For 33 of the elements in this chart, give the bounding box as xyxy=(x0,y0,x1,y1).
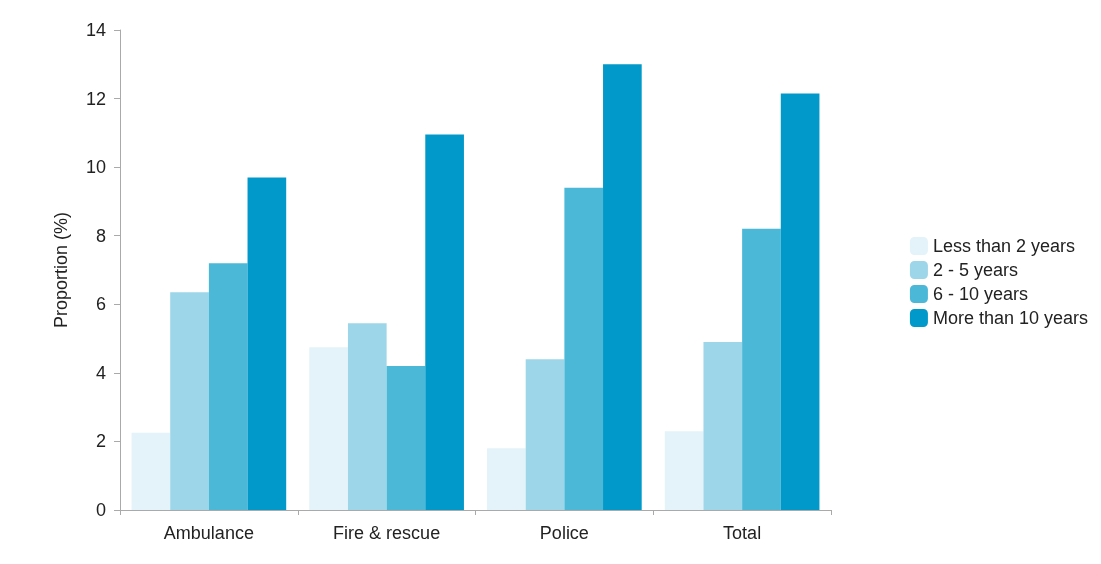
bar xyxy=(309,347,348,510)
bar xyxy=(208,263,248,510)
bar xyxy=(564,187,604,510)
bar xyxy=(603,64,642,510)
x-tick-label: Total xyxy=(723,523,762,543)
bar xyxy=(131,432,171,510)
y-tick-label: 2 xyxy=(95,431,106,452)
y-tick-label: 14 xyxy=(85,20,106,40)
y-tick-label: 4 xyxy=(95,362,106,383)
y-axis-title: Proportion (%) xyxy=(51,211,71,329)
bar xyxy=(664,431,704,510)
bar xyxy=(386,366,426,510)
x-tick-label: Police xyxy=(539,523,589,543)
y-tick-label: 12 xyxy=(85,88,106,109)
x-tick-label: Ambulance xyxy=(163,523,254,543)
legend-label: More than 10 years xyxy=(932,308,1089,328)
y-tick-label: 8 xyxy=(95,225,106,246)
legend-label: 2 - 5 years xyxy=(932,260,1018,280)
x-tick-label: Fire & rescue xyxy=(333,523,441,543)
bar xyxy=(247,177,287,510)
legend-label: Less than 2 years xyxy=(932,236,1076,256)
bar xyxy=(780,93,820,510)
bar xyxy=(487,448,526,510)
y-tick-label: 10 xyxy=(85,157,106,178)
bar xyxy=(425,134,464,510)
bar xyxy=(742,228,781,510)
y-tick-label: 6 xyxy=(95,294,106,315)
bar xyxy=(525,359,565,510)
bar xyxy=(703,342,743,510)
y-tick-label: 0 xyxy=(95,500,106,520)
bar xyxy=(170,292,209,510)
legend-label: 6 - 10 years xyxy=(932,284,1028,304)
bar xyxy=(347,323,387,510)
